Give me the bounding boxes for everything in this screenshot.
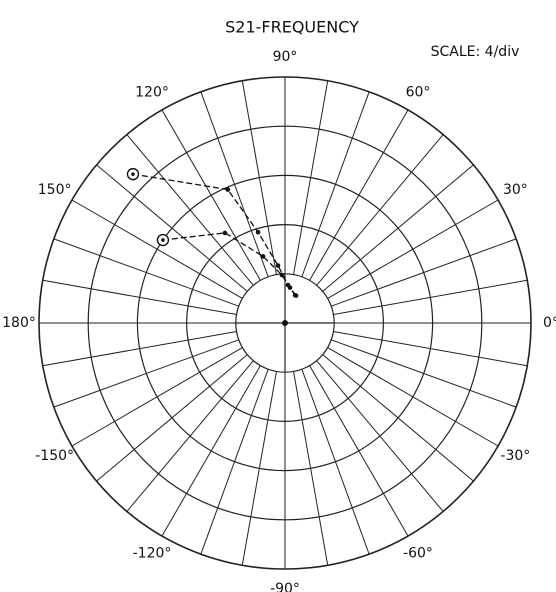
chart-title: S21-FREQUENCY: [225, 18, 359, 37]
grid-spoke: [42, 331, 237, 367]
grid-spoke: [293, 371, 329, 566]
angle-tick-label: 150°: [38, 182, 72, 198]
grid-spoke: [301, 369, 370, 555]
angle-tick-label: 90°: [273, 49, 298, 65]
trace-point: [222, 230, 228, 236]
grid-spoke: [333, 279, 528, 315]
trace-point: [260, 254, 266, 259]
trace-line: [132, 173, 296, 296]
grid-spoke: [53, 238, 239, 307]
grid-spoke: [53, 339, 239, 408]
grid-spoke: [161, 109, 261, 281]
grid-spoke: [96, 354, 248, 482]
grid-spoke: [42, 279, 237, 315]
grid-spoke: [327, 347, 499, 447]
grid-spoke: [331, 238, 517, 307]
angle-tick-label: -120°: [133, 545, 172, 561]
angle-tick-label: -60°: [403, 545, 433, 561]
grid-spoke: [126, 360, 254, 512]
grid-spoke: [316, 360, 444, 512]
angle-tick-label: 0°: [543, 315, 556, 331]
trace-point: [275, 263, 281, 268]
scale-annotation: SCALE: 4/div: [431, 44, 520, 60]
angle-tick-label: 120°: [135, 85, 169, 101]
grid-spoke: [333, 331, 528, 367]
center-dot: [282, 320, 288, 326]
grid-spoke: [126, 134, 254, 286]
angle-tick-label: 30°: [503, 182, 528, 198]
grid-spoke: [241, 371, 277, 566]
angle-tick-label: 180°: [2, 315, 36, 331]
grid-spoke: [200, 91, 269, 277]
grid-spoke: [309, 365, 409, 537]
grid-spoke: [71, 347, 243, 447]
grid-spoke: [316, 134, 444, 286]
trace-point: [255, 229, 261, 235]
trace-point: [287, 285, 293, 290]
grid-spoke: [322, 164, 474, 292]
grid-spoke: [301, 91, 370, 277]
grid-spoke: [71, 199, 243, 299]
grid-spoke: [96, 164, 248, 292]
start-marker-dot: [161, 238, 165, 242]
grid-spoke: [331, 339, 517, 408]
trace-point: [293, 293, 299, 298]
start-marker-dot: [131, 172, 135, 176]
angle-tick-label: -150°: [35, 448, 74, 464]
trace-point: [225, 187, 231, 192]
grid-spoke: [293, 80, 329, 275]
grid-spoke: [161, 365, 261, 537]
angle-tick-label: 60°: [406, 85, 431, 101]
angle-tick-label: -90°: [270, 581, 300, 592]
grid-spoke: [241, 80, 277, 275]
trace-line: [162, 232, 297, 296]
grid-spoke: [322, 354, 474, 482]
angle-tick-label: -30°: [500, 448, 530, 464]
grid-spoke: [309, 109, 409, 281]
grid-spoke: [200, 369, 269, 555]
trace-point: [279, 272, 285, 278]
grid-spoke: [327, 199, 499, 299]
